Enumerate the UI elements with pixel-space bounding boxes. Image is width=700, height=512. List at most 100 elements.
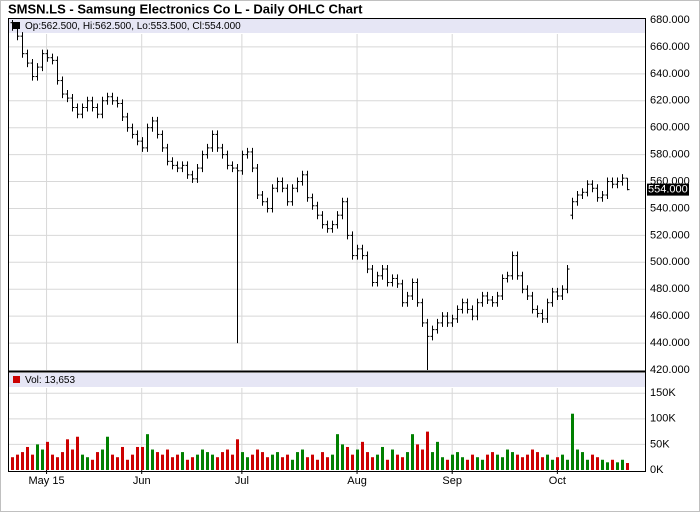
volume-bar <box>131 454 134 470</box>
volume-bar <box>96 452 99 470</box>
volume-bar <box>611 459 614 470</box>
x-tick-label: Oct <box>549 475 566 487</box>
volume-bar <box>356 449 359 470</box>
volume-bar <box>266 457 269 470</box>
volume-bar <box>251 454 254 470</box>
volume-bar <box>326 457 329 470</box>
last-price-box <box>647 183 689 196</box>
volume-bar <box>306 457 309 470</box>
volume-bar <box>186 459 189 470</box>
y-tick-label: 620.000 <box>650 95 690 107</box>
volume-bar <box>196 454 199 470</box>
volume-bar <box>16 454 19 470</box>
volume-bar <box>411 434 414 470</box>
volume-bar <box>341 444 344 470</box>
volume-info: Vol: 13,653 <box>25 375 75 386</box>
volume-bar <box>606 462 609 470</box>
volume-bar <box>86 457 89 470</box>
y-tick-label: 420.000 <box>650 364 690 376</box>
y-tick-label: 50K <box>650 438 670 450</box>
volume-bar <box>151 449 154 470</box>
volume-bar <box>511 452 514 470</box>
volume-bar <box>581 452 584 470</box>
volume-bar <box>571 413 574 470</box>
volume-bar <box>56 457 59 470</box>
volume-bar <box>531 449 534 470</box>
volume-bar <box>621 459 624 470</box>
y-tick-label: 660.000 <box>650 41 690 53</box>
y-tick-label: 680.000 <box>650 14 690 26</box>
volume-info-bar <box>9 373 645 387</box>
volume-bar <box>576 449 579 470</box>
volume-bar <box>256 449 259 470</box>
volume-bar <box>371 457 374 470</box>
volume-bar <box>406 452 409 470</box>
volume-bar <box>456 452 459 470</box>
volume-bar <box>351 454 354 470</box>
volume-bar <box>286 454 289 470</box>
x-tick-label: May 15 <box>29 475 65 487</box>
volume-bar <box>181 452 184 470</box>
volume-bar <box>201 449 204 470</box>
volume-bar <box>316 459 319 470</box>
volume-bar <box>76 436 79 470</box>
volume-bar <box>441 457 444 470</box>
x-tick-label: Aug <box>347 475 367 487</box>
volume-bar <box>66 439 69 470</box>
y-tick-label: 520.000 <box>650 229 690 241</box>
volume-bar <box>591 454 594 470</box>
volume-bar <box>556 457 559 470</box>
volume-bar <box>431 452 434 470</box>
y-tick-label: 580.000 <box>650 149 690 161</box>
volume-bar <box>41 449 44 470</box>
volume-bar <box>71 449 74 470</box>
volume-bar <box>261 452 264 470</box>
volume-bar <box>46 441 49 470</box>
y-tick-label: 100K <box>650 413 676 425</box>
y-tick-label: 150K <box>650 387 676 399</box>
chart-title: SMSN.LS - Samsung Electronics Co L - Dai… <box>8 1 363 16</box>
volume-bar <box>586 459 589 470</box>
volume-bar <box>126 459 129 470</box>
volume-bar <box>106 436 109 470</box>
volume-bar <box>601 459 604 470</box>
volume-bar <box>36 444 39 470</box>
info-icon <box>13 22 20 29</box>
y-tick-label: 640.000 <box>650 68 690 80</box>
volume-bar <box>501 457 504 470</box>
volume-bar <box>416 444 419 470</box>
volume-bar <box>496 454 499 470</box>
volume-bar <box>291 459 294 470</box>
volume-bar <box>301 449 304 470</box>
volume-bar <box>211 454 214 470</box>
volume-bar <box>521 457 524 470</box>
volume-bar <box>51 454 54 470</box>
y-tick-label: 600.000 <box>650 122 690 134</box>
y-tick-label: 440.000 <box>650 337 690 349</box>
volume-bar <box>361 441 364 470</box>
volume-bar <box>161 454 164 470</box>
volume-bar <box>596 457 599 470</box>
volume-bar <box>551 459 554 470</box>
volume-bar <box>191 457 194 470</box>
volume-bar <box>241 452 244 470</box>
volume-bar <box>386 459 389 470</box>
volume-bar <box>166 449 169 470</box>
volume-bar <box>436 441 439 470</box>
x-tick-label: Sep <box>442 475 462 487</box>
volume-bar <box>491 452 494 470</box>
volume-bar <box>231 454 234 470</box>
volume-bar <box>446 459 449 470</box>
volume-bar <box>381 446 384 470</box>
volume-bar <box>246 457 249 470</box>
volume-bar <box>116 457 119 470</box>
volume-bar <box>536 452 539 470</box>
volume-bar <box>366 452 369 470</box>
volume-bar <box>21 452 24 470</box>
volume-bar <box>216 457 219 470</box>
volume-bar <box>331 454 334 470</box>
volume-bar <box>111 454 114 470</box>
volume-bar <box>296 452 299 470</box>
